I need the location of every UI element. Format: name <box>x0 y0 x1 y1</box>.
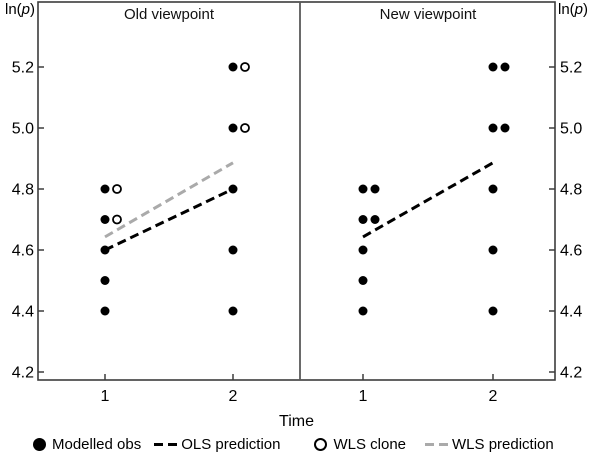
panel-title-new-viewpoint: New viewpoint <box>379 6 477 23</box>
black-dashes-icon <box>154 443 178 446</box>
y-tick-label: 5.0 <box>560 121 582 138</box>
modelled-obs-point <box>228 306 238 316</box>
legend-label: WLS prediction <box>452 436 554 453</box>
y-tick-label: 4.2 <box>12 365 34 382</box>
modelled-obs-point <box>100 306 110 316</box>
modelled-obs-point <box>228 184 238 194</box>
wls-clone-point <box>240 123 250 133</box>
modelled-obs-point <box>488 62 498 72</box>
modelled-obs-point <box>228 245 238 255</box>
legend: Modelled obs OLS prediction WLS clone WL… <box>33 436 554 453</box>
modelled-obs-point <box>228 123 238 133</box>
modelled-obs-doubled-point <box>370 215 380 224</box>
y-axis-label-text: ln( <box>4 1 22 18</box>
wls-clone-point <box>240 62 250 72</box>
y-tick-label: 4.8 <box>560 182 582 199</box>
modelled-obs-point <box>358 276 368 285</box>
x-tick-label: 1 <box>359 388 368 405</box>
x-tick-label: 1 <box>101 388 110 405</box>
x-axis-label: Time <box>279 413 314 430</box>
ols-prediction-line <box>104 187 234 252</box>
filled-dot-icon <box>33 438 46 451</box>
modelled-obs-point <box>488 306 498 316</box>
modelled-obs-point <box>488 123 498 133</box>
modelled-obs-point <box>358 245 368 255</box>
panel-title-old-viewpoint: Old viewpoint <box>123 6 215 23</box>
modelled-obs-point <box>358 215 368 224</box>
legend-item-wls-clone: WLS clone <box>314 436 406 453</box>
modelled-obs-point <box>100 245 110 255</box>
legend-item-modelled-obs: Modelled obs <box>33 436 141 453</box>
modelled-obs-point <box>100 276 110 285</box>
wls-prediction-line <box>104 161 234 239</box>
y-tick-label: 4.6 <box>560 243 582 260</box>
plot-frame <box>37 1 556 381</box>
y-tick-label: 4.2 <box>560 365 582 382</box>
modelled-obs-point <box>488 184 498 194</box>
y-tick-label: 4.4 <box>560 304 582 321</box>
gray-dashes-icon <box>425 443 449 446</box>
y-axis-label-close: ) <box>30 1 35 18</box>
legend-label: Modelled obs <box>52 436 142 453</box>
modelled-obs-point <box>100 215 110 224</box>
y-axis-label-right: ln(p) <box>558 1 588 19</box>
legend-item-wls-prediction: WLS prediction <box>425 436 554 453</box>
y-tick-label: 5.0 <box>12 121 34 138</box>
legend-label: WLS clone <box>333 436 407 453</box>
wls-clone-point <box>112 214 122 225</box>
modelled-obs-doubled-point <box>370 184 380 194</box>
y-tick-label: 4.4 <box>12 304 34 321</box>
open-dot-icon <box>314 438 328 451</box>
y-tick-label: 5.2 <box>560 60 582 77</box>
modelled-obs-doubled-point <box>500 62 510 72</box>
y-axis-label-close: ) <box>583 1 589 18</box>
y-axis-label-italic: p <box>574 1 584 18</box>
modelled-obs-point <box>488 245 498 255</box>
modelled-obs-point <box>358 306 368 316</box>
y-tick-label: 5.2 <box>12 60 34 77</box>
y-axis-label-text: ln( <box>558 1 575 18</box>
legend-label: OLS prediction <box>181 436 281 453</box>
modelled-obs-point <box>228 62 238 72</box>
modelled-obs-doubled-point <box>500 123 510 133</box>
y-tick-label: 4.6 <box>12 243 34 260</box>
x-tick-label: 2 <box>489 388 498 405</box>
ols-prediction-line <box>362 161 494 239</box>
y-axis-label-italic: p <box>21 1 30 18</box>
modelled-obs-point <box>100 184 110 194</box>
y-tick-label: 4.8 <box>12 182 34 199</box>
x-tick-label: 2 <box>229 388 238 405</box>
legend-item-ols-prediction: OLS prediction <box>154 436 280 453</box>
y-axis-label-left: ln(p) <box>0 1 35 19</box>
wls-clone-point <box>112 184 122 194</box>
modelled-obs-point <box>358 184 368 194</box>
